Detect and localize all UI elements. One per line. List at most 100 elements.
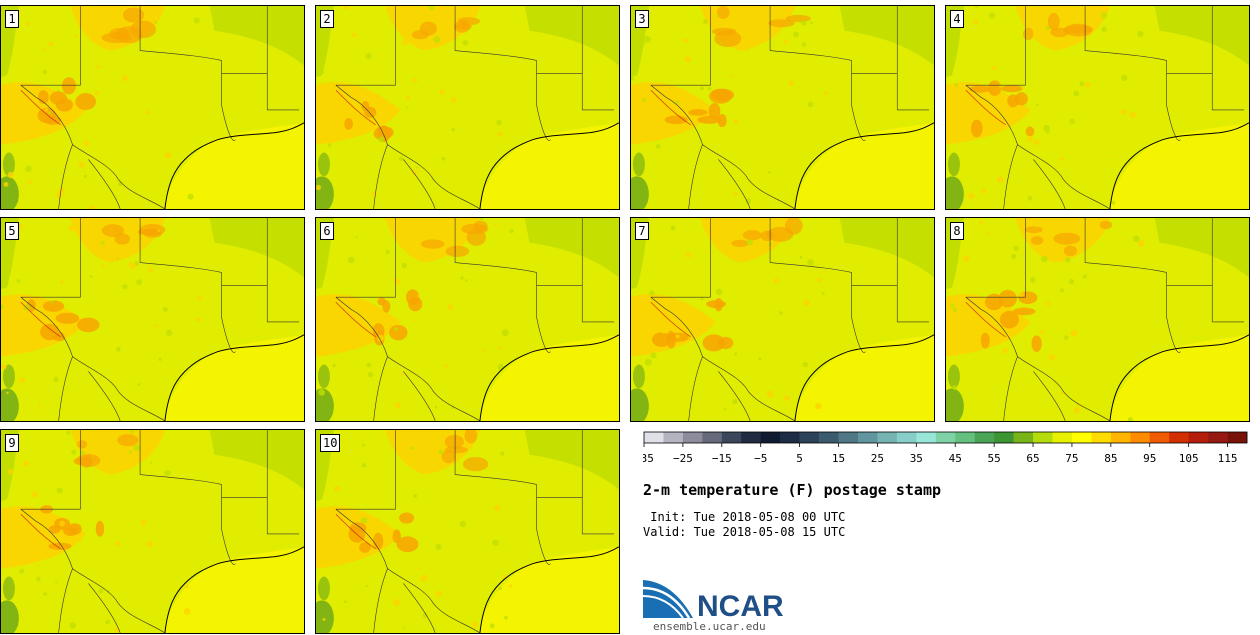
temperature-speckle (428, 6, 435, 11)
temperature-speckle (500, 451, 505, 456)
cold-region-southwest (316, 600, 334, 633)
colorbar-swatch (877, 432, 898, 443)
temperature-speckle (98, 588, 104, 594)
panel-number: 2 (320, 10, 334, 28)
temperature-speckle (800, 20, 807, 26)
logo-url: ensemble.ucar.edu (653, 620, 766, 633)
temperature-speckle (1068, 278, 1075, 285)
temperature-speckle (393, 599, 400, 606)
gulf-of-mexico (794, 334, 934, 421)
temperature-speckle (472, 621, 478, 628)
state-border (688, 356, 703, 421)
hot-spot (464, 430, 478, 444)
cold-region-southwest (317, 364, 330, 389)
state-border (139, 6, 222, 61)
temperature-speckle (370, 191, 376, 197)
temperature-speckle (715, 288, 723, 296)
colorbar-swatch (838, 432, 859, 443)
temperature-speckle (43, 592, 47, 596)
ensemble-member-map-9: 9 (0, 429, 305, 634)
temperature-speckle (41, 47, 45, 51)
cool-region-northeast (839, 6, 934, 66)
temperature-speckle (3, 181, 9, 187)
panel-number: 4 (950, 10, 964, 28)
river (20, 513, 61, 550)
temperature-speckle (1137, 30, 1144, 37)
temperature-speckle (414, 320, 417, 323)
temperature-speckle (700, 297, 704, 301)
state-border (221, 60, 236, 141)
temperature-field (946, 218, 1249, 421)
colorbar-tick-label: 95 (1143, 452, 1156, 465)
temperature-speckle (810, 21, 814, 25)
cool-region-northeast (524, 6, 619, 66)
temperature-speckle (31, 491, 38, 498)
hot-spot (1053, 232, 1081, 245)
gulf-of-mexico (479, 122, 619, 209)
temperature-speckle (1113, 154, 1116, 158)
hot-spot (137, 229, 160, 236)
hot-spot (456, 17, 481, 26)
temperature-speckle (779, 311, 783, 315)
temperature-speckle (193, 17, 200, 24)
cold-region-southwest (632, 152, 645, 177)
temperature-speckle (434, 405, 438, 409)
colorbar-tick-label: −25 (673, 452, 693, 465)
temperature-speckle (183, 607, 191, 615)
state-border (536, 484, 551, 565)
hot-spot (717, 113, 727, 128)
hot-spot (420, 239, 445, 249)
temperature-speckle (66, 431, 71, 435)
temperature-speckle (44, 108, 48, 112)
hot-spot (75, 93, 97, 110)
temperature-speckle (664, 90, 671, 97)
temperature-speckle (803, 299, 810, 307)
hot-spot (462, 456, 489, 472)
temperature-speckle (1079, 81, 1085, 87)
temperature-speckle (723, 407, 727, 411)
ensemble-member-map-8: 8 (945, 217, 1250, 422)
temperature-speckle (703, 19, 708, 24)
hot-spot (664, 115, 688, 125)
temperature-speckle (146, 540, 154, 548)
temperature-field (631, 6, 934, 209)
temperature-speckle (378, 136, 385, 143)
state-border (1033, 371, 1066, 421)
hot-spot (702, 334, 725, 352)
temperature-speckle (799, 256, 803, 259)
colorbar-tick-label: 15 (832, 452, 845, 465)
temperature-speckle (130, 430, 135, 434)
cool-region-northeast (524, 430, 619, 490)
temperature-speckle (436, 590, 442, 597)
hot-spot (731, 239, 749, 248)
temperature-speckle (413, 493, 418, 498)
state-border (58, 568, 73, 633)
temperature-speckle (121, 75, 128, 82)
coastline (1109, 122, 1249, 209)
hot-spot (373, 532, 384, 550)
state-border (335, 296, 481, 421)
temperature-speckle (69, 622, 76, 629)
river (335, 89, 376, 126)
state-border (536, 60, 551, 141)
temperature-speckle (1082, 274, 1087, 279)
temperature-speckle (1, 364, 7, 370)
temperature-speckle (694, 310, 697, 313)
temperature-speckle (89, 275, 93, 278)
ncar-logo: NCAR (643, 580, 784, 620)
temperature-speckle (332, 363, 336, 368)
temperature-speckle (670, 225, 676, 231)
temperature-speckle (412, 77, 418, 83)
state-border (373, 356, 388, 421)
hot-spot (399, 512, 415, 524)
temperature-speckle (1063, 335, 1069, 340)
temperature-speckle (729, 73, 733, 77)
coastline (164, 334, 304, 421)
temperature-speckle (366, 362, 372, 368)
temperature-speckle (77, 537, 82, 542)
hot-spot (971, 119, 983, 138)
colorbar-swatch (1013, 432, 1034, 443)
state-border (454, 218, 537, 273)
hot-spot (1099, 220, 1113, 230)
temperature-speckle (675, 100, 679, 105)
